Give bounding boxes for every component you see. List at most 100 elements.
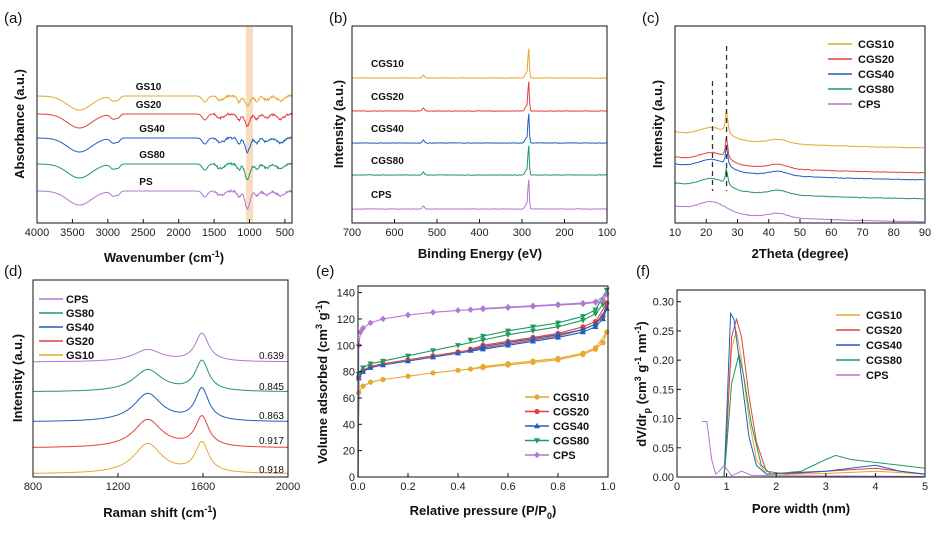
- panel-e-point-cgs10: [530, 358, 536, 364]
- panel-e-point-cgs80: [480, 337, 486, 344]
- panel-b-curve-cgs10: [351, 48, 608, 79]
- panel-c-curves: [674, 46, 924, 223]
- panel-e-point-cgs40: [580, 326, 586, 332]
- panel-d-legend-label: GS20: [66, 336, 94, 348]
- panel-f-ytick-label: 0.20: [653, 355, 674, 367]
- panel-b: (b) 700 600 500 400 300 200 100 CGS10 CGS20 CG…: [329, 10, 616, 261]
- panel-c-xtick-label: 10: [669, 227, 681, 239]
- panel-e-point-cgs80: [530, 324, 536, 331]
- panel-d-curve-gs10: [33, 440, 288, 474]
- panel-e-point-cgs10: [367, 379, 374, 385]
- panel-e-point-cps: [555, 301, 561, 308]
- panel-b-curve-cgs40: [351, 113, 608, 144]
- panel-e-point-cgs80: [467, 337, 474, 344]
- panel-d-xtick-label: 1600: [191, 481, 215, 493]
- panel-e-point-cps: [380, 315, 386, 323]
- panel-e-point-cps: [505, 303, 511, 311]
- panel-a-xtick-label: 4000: [25, 227, 49, 239]
- panel-c-xtick-label: 80: [888, 227, 900, 239]
- panel-e-point-cgs80: [580, 314, 586, 320]
- panel-c-legend-label: CGS40: [858, 69, 894, 81]
- panel-d: (d) 800 1200 1600 2000 CPSGS80GS40GS20GS10 …: [4, 263, 300, 520]
- panel-c-xtick-label: 30: [731, 227, 743, 239]
- panel-c-letter: (c): [642, 10, 660, 27]
- panel-e-point-cgs40: [505, 339, 511, 345]
- panel-e-point-cgs10: [604, 329, 610, 335]
- panel-e-point-cps: [592, 298, 599, 306]
- panel-b-curves: [351, 48, 608, 210]
- panel-a-frame: [36, 25, 293, 224]
- panel-a-curve-gs40: [37, 136, 293, 154]
- panel-e-ytick-label: 140: [337, 288, 355, 300]
- panel-e-x-ticks: 0.0 0.2 0.4 0.6 0.8 1.0: [350, 473, 616, 493]
- panel-e-point-cgs10: [555, 355, 561, 362]
- panel-f-x-ticks: 0 1 2 3 4 5: [674, 473, 928, 493]
- panel-e-point-cps: [480, 305, 486, 312]
- panel-b-curve-cgs20: [352, 81, 607, 112]
- panel-e-point-cgs80: [480, 333, 486, 340]
- panel-b-xtick-label: 400: [470, 227, 488, 239]
- panel-e-point-cgs40: [455, 349, 461, 356]
- panel-b-xtick-label: 500: [428, 227, 446, 239]
- panel-e-point-cps: [455, 307, 461, 314]
- panel-e-point-cgs10: [592, 345, 599, 351]
- panel-e-point-cgs40: [592, 321, 599, 327]
- panel-e-point-cgs10: [360, 383, 366, 389]
- panel-c-legend-label: CGS80: [858, 84, 894, 96]
- panel-d-curve-gs80: [32, 359, 288, 392]
- panel-e-point-cps: [357, 328, 364, 336]
- panel-e-point-cgs40: [367, 364, 374, 370]
- panel-e-point-cgs80: [367, 361, 374, 367]
- panel-f-legend-label: CGS80: [866, 355, 902, 367]
- panel-c-xtick-label: 60: [825, 227, 837, 239]
- panel-e-point-cgs80: [592, 307, 599, 313]
- panel-e-point-cgs80: [360, 365, 366, 371]
- panel-e-legend-label: CGS20: [553, 407, 589, 419]
- panel-f-y-ticks: 0.00 0.05 0.10 0.15 0.20 0.25 0.30: [653, 297, 681, 484]
- panel-e-point-cgs80: [405, 353, 411, 360]
- panel-d-ratio-label: 0.639: [259, 351, 284, 362]
- panel-e-point-cps: [580, 299, 586, 307]
- panel-e-legend-label: CGS40: [553, 421, 589, 433]
- panel-b-curve-cps: [351, 179, 608, 210]
- panel-d-ratio-label: 0.845: [259, 382, 284, 393]
- panel-b-ylabel: Intensity (a.u.): [331, 80, 346, 168]
- panel-f-legend: CGS10 CGS20 CGS40 CGS80 CPS: [836, 310, 902, 382]
- panel-d-xlabel: Raman shift (cm-1): [103, 504, 217, 520]
- panel-e-ytick-label: 120: [337, 314, 355, 326]
- panel-f-xtick-label: 5: [922, 481, 928, 493]
- panel-b-xtick-label: 300: [513, 227, 531, 239]
- panel-e-xtick-label: 0.2: [400, 481, 415, 493]
- panel-a-curve-ps: [37, 189, 293, 210]
- panel-c-xtick-label: 50: [794, 227, 806, 239]
- panel-d-frame: [32, 279, 289, 478]
- panel-f-xtick-label: 2: [773, 481, 779, 493]
- panel-e-point-cgs40: [430, 353, 436, 360]
- panel-e: (e) 0.0 0.2 0.4 0.6 0.8 1.0 0 20 40 60 80 100 120 14…: [314, 263, 616, 521]
- panel-e-point-cgs80: [600, 302, 606, 308]
- panel-c-legend-label: CGS10: [858, 39, 894, 51]
- panel-a-label-gs80: GS80: [139, 150, 165, 161]
- panel-d-letter: (d): [4, 263, 22, 280]
- panel-c-ylabel: Intensity (a.u.): [650, 80, 665, 168]
- panel-b-xtick-label: 100: [598, 227, 616, 239]
- panel-e-point-cgs80: [530, 328, 536, 334]
- panel-e-legend-marker: [534, 451, 540, 459]
- panel-a-xtick-label: 1500: [202, 227, 226, 239]
- panel-e-point-cgs10: [580, 350, 586, 356]
- panel-b-xlabel: Binding Energy (eV): [418, 246, 542, 261]
- panel-f-xlabel: Pore width (nm): [752, 501, 850, 516]
- panel-e-frame: [357, 285, 609, 478]
- panel-e-point-cgs80: [505, 328, 511, 334]
- panel-e-point-cgs10: [380, 376, 386, 383]
- panel-e-xtick-label: 0.0: [350, 481, 365, 493]
- panel-c-xtick-label: 40: [763, 227, 775, 239]
- panel-c-legend: CGS10 CGS20 CGS40 CGS80 CPS: [828, 39, 894, 111]
- panel-c-curve-cgs40: [674, 146, 924, 181]
- panel-c-curve-cgs10: [674, 108, 924, 149]
- panel-c-x-ticks: 10 20 30 40 50 60 70 80 90: [669, 219, 931, 239]
- panel-e-point-cgs10: [467, 366, 474, 372]
- panel-e-ytick-label: 60: [343, 393, 355, 405]
- panel-e-xtick-label: 1.0: [600, 481, 615, 493]
